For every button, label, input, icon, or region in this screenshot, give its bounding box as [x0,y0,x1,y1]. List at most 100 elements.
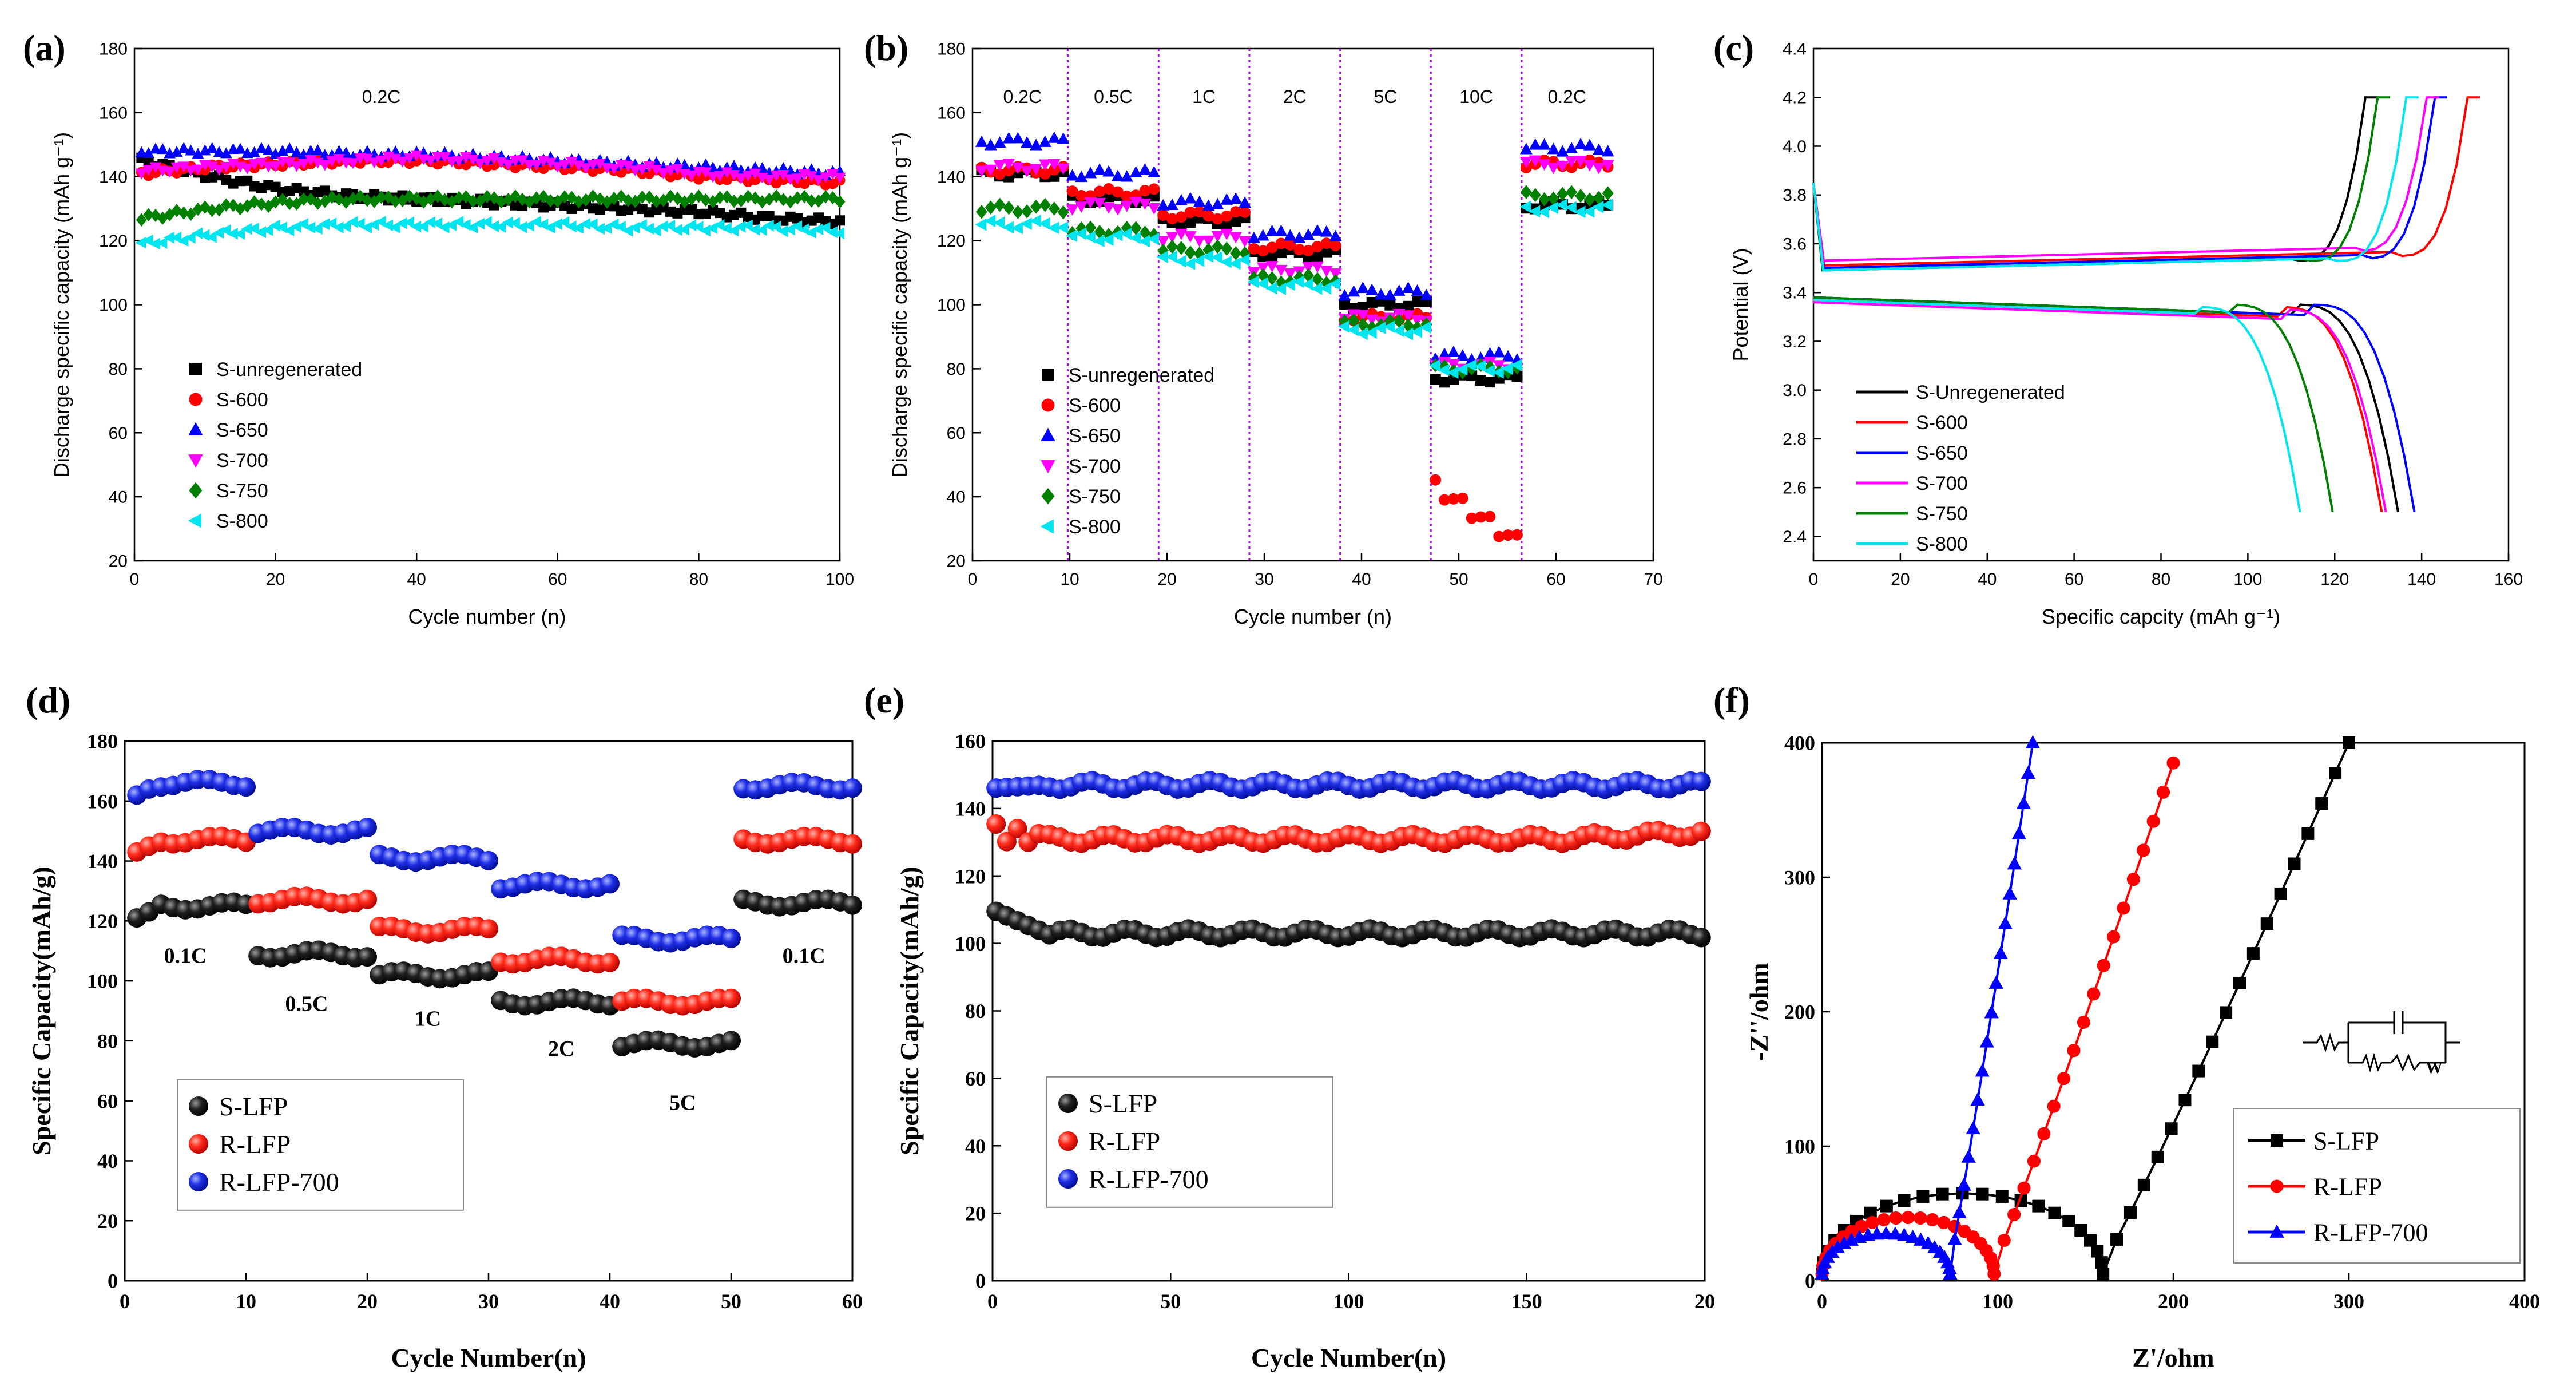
data-point [975,218,987,231]
data-point [1583,138,1596,151]
data-point [1030,164,1042,176]
data-point [1302,228,1315,240]
data-point [340,220,351,233]
x-tick-label: 60 [548,570,567,589]
data-point [1483,347,1497,359]
data-point [142,165,155,176]
data-point [1475,375,1487,386]
data-point [403,216,414,228]
legend-marker [189,482,203,499]
data-point [135,146,148,157]
resistor-symbol [2303,1033,2348,1052]
y-tick-label: 200 [1784,1001,1815,1024]
legend-box [1046,1076,1333,1208]
y-tick-label: 160 [99,104,128,122]
x-tick-label: 20 [357,1290,378,1313]
y-tick-label: 3.2 [1783,332,1807,351]
data-point [1138,235,1150,248]
data-point [410,220,422,233]
rate-label: 10C [1459,86,1493,107]
data-point [1292,275,1304,288]
x-tick-label: 80 [689,570,708,589]
data-point [975,165,988,177]
data-point [1156,251,1168,263]
y-tick-label: 0 [108,1270,118,1293]
data-point [358,889,377,909]
legend-entry: S-800 [216,510,268,532]
legend-entry: R-LFP [219,1130,291,1159]
data-point [1329,240,1341,252]
data-point [1193,195,1206,207]
data-point [1103,228,1114,242]
data-point [1039,135,1051,147]
y-tick-label: 100 [99,296,128,315]
data-point [843,778,862,798]
charge-curve [1812,96,2419,272]
data-point [1383,320,1395,333]
legend: S-LFP R-LFP R-LFP-700 [2233,1108,2521,1264]
data-point [262,224,273,236]
data-point [1988,975,2003,989]
data-point [1430,374,1441,385]
data-point [479,919,498,939]
data-point [1266,271,1278,286]
data-point [1175,240,1187,255]
x-tick-label: 0 [987,1290,998,1313]
y-tick-label: 400 [1784,732,1815,755]
data-point [453,156,465,167]
data-point [643,223,654,235]
data-point [236,777,256,797]
legend-entry: S-750 [216,480,268,502]
data-point [1593,191,1605,205]
data-point [1175,211,1187,223]
data-point [2288,857,2301,870]
data-point [1538,192,1550,207]
rate-annotation: 0.2C [362,86,401,107]
y-tick-label: 40 [109,488,128,507]
data-point [1103,183,1114,195]
y-tick-label: 40 [97,1150,118,1173]
data-point [269,219,280,232]
data-point [1002,159,1015,171]
data-point [1093,235,1105,248]
data-point [1021,136,1034,148]
panel-label: (e) [864,680,904,720]
data-point [1030,199,1042,214]
data-point [777,225,788,237]
data-point [1184,192,1197,204]
data-point [1157,199,1170,211]
data-point [700,193,712,207]
y-tick-label: 40 [947,488,966,507]
data-point [1256,229,1269,241]
data-point [376,191,387,204]
data-point [1102,202,1115,214]
data-point [1519,142,1533,155]
data-point [1283,278,1295,291]
data-point [1447,493,1459,505]
data-point [1914,1211,1927,1225]
data-point [1547,191,1559,206]
data-point [558,160,571,171]
legend-marker [2271,1134,2283,1147]
data-point [997,831,1017,852]
legend-marker [1042,369,1054,381]
y-tick-label: 4.4 [1783,40,1807,59]
data-point [347,192,359,205]
data-point [1321,246,1332,258]
y-tick-label: 100 [955,932,986,955]
data-point [227,159,239,170]
data-point [411,191,422,205]
data-point [1075,189,1087,201]
x-tick-label: 30 [1255,570,1273,589]
legend-entry: S-unregenerated [1069,365,1214,386]
data-point [614,221,626,233]
data-point [481,156,493,167]
data-point [1111,204,1124,216]
data-point [368,157,380,169]
data-point [1266,241,1278,254]
x-tick-label: 0 [1817,1290,1827,1313]
series-S-LFP [1816,736,2355,1281]
data-point [220,198,232,212]
data-point [2027,1154,2041,1168]
